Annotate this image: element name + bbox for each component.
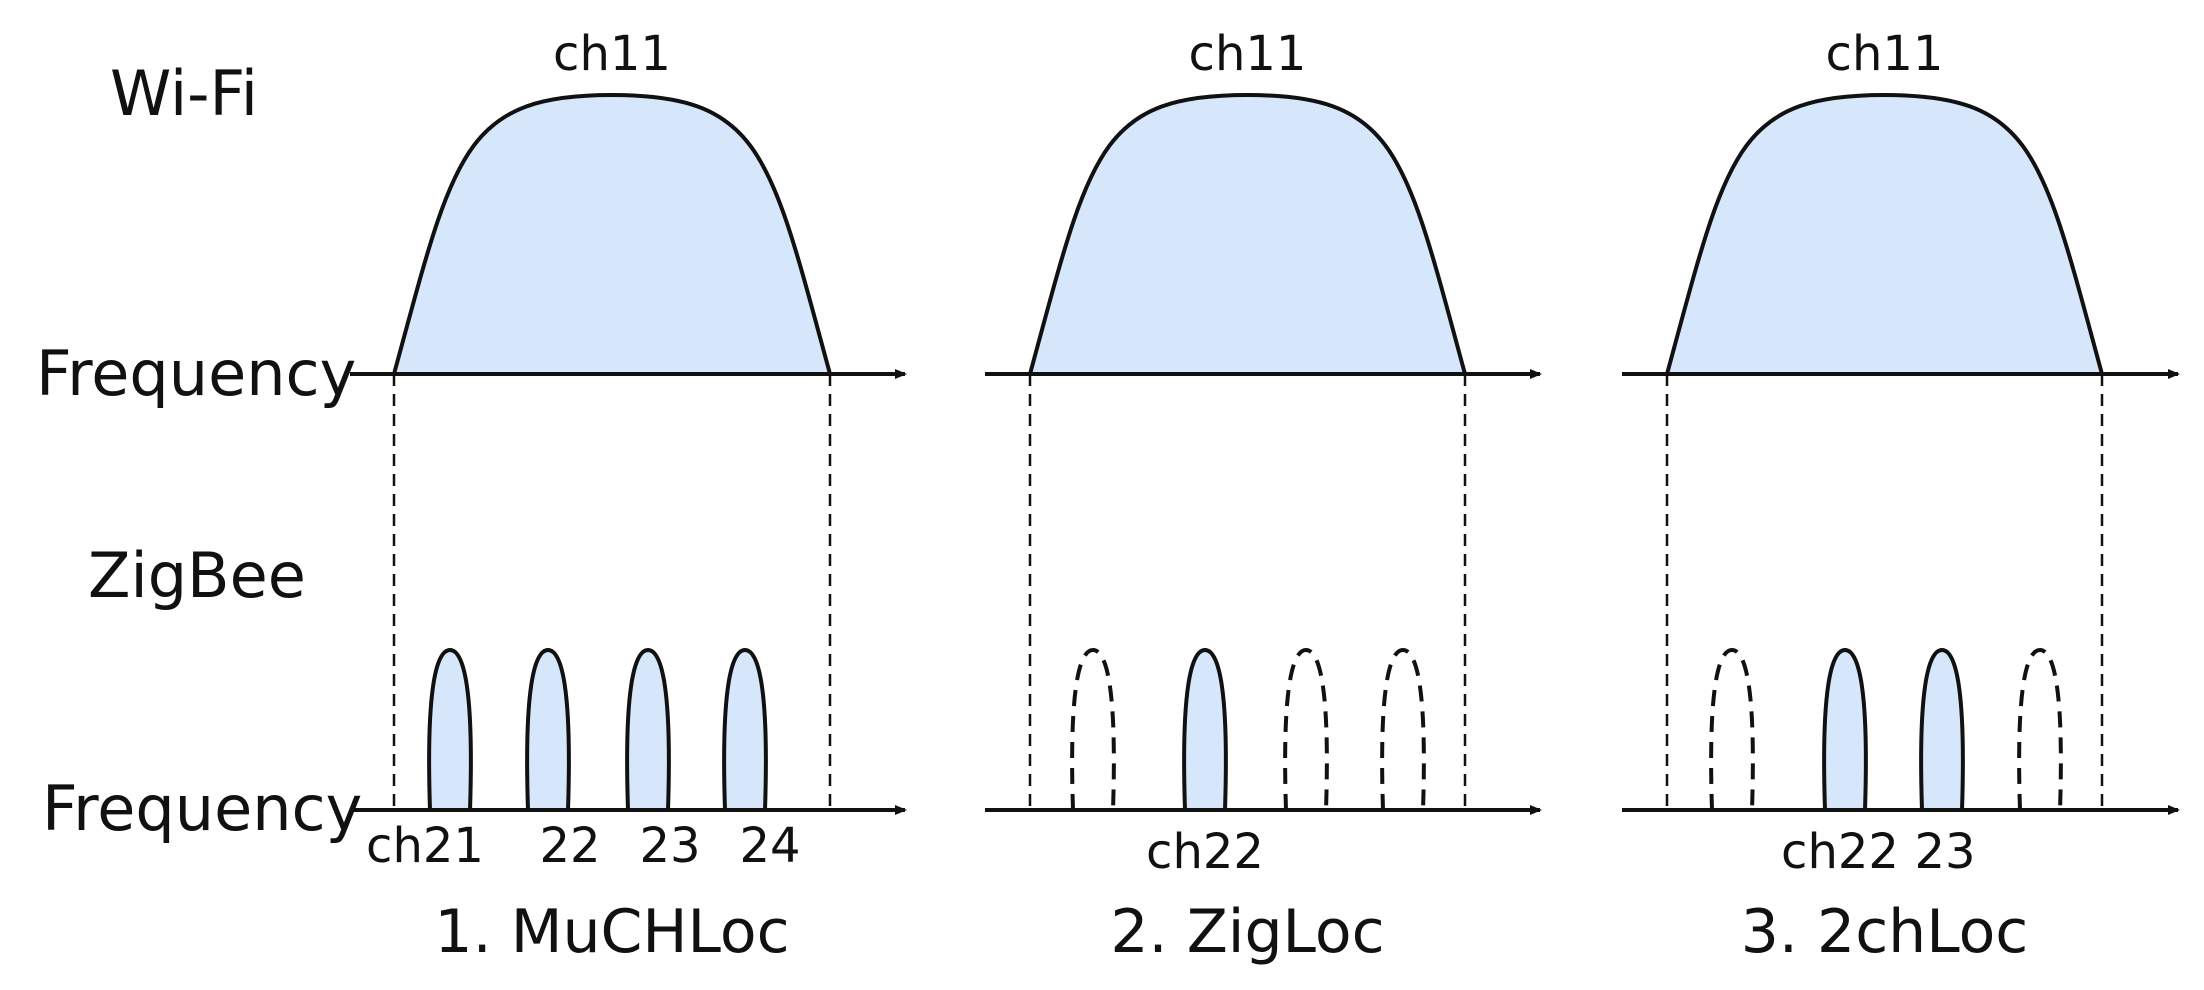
zigbee-channel-inactive: [1283, 647, 1329, 811]
wifi-channel-label: ch11: [1826, 26, 1944, 82]
wifi-channel-spectrum: [1664, 92, 2105, 376]
zigbee-channel-inactive: [1070, 647, 1116, 811]
panel-caption: 1. MuCHLoc: [434, 897, 789, 967]
panel-caption: 3. 2chLoc: [1741, 897, 2029, 967]
wifi-channel-label: ch11: [553, 26, 671, 82]
wifi-channel-spectrum: [1027, 92, 1468, 376]
zigbee-channel-inactive: [2017, 647, 2063, 811]
wifi-row-label: Wi-Fi: [110, 57, 258, 130]
zigbee-channel-inactive: [1380, 647, 1426, 811]
zigbee-channel-label: 23: [639, 818, 700, 874]
zigbee-channel-active: [722, 647, 768, 812]
zigbee-channel-active: [625, 647, 671, 812]
zigbee-channel-label: 24: [739, 818, 800, 874]
wifi-channel-label: ch11: [1189, 26, 1307, 82]
zigbee-channel-active: [525, 647, 571, 812]
wifi-channel-spectrum: [391, 92, 833, 376]
zigbee-channel-label: ch21: [366, 818, 484, 874]
zigbee-channel-active: [427, 647, 473, 812]
panel-2: ch11 ch22 2. ZigLoc: [985, 26, 1542, 967]
zigbee-channel-label: 23: [1914, 824, 1975, 880]
zigbee-channel-active: [1182, 647, 1228, 812]
zigbee-channel-label: ch22: [1146, 824, 1264, 880]
wifi-frequency-label: Frequency: [36, 337, 356, 410]
zigbee-channel-inactive: [1709, 647, 1755, 811]
zigbee-channel-label: 22: [539, 818, 600, 874]
zigbee-channel-active: [1919, 647, 1965, 812]
zigbee-channel-active: [1822, 647, 1868, 812]
zigbee-channel-label: ch22: [1781, 824, 1899, 880]
zigbee-frequency-label: Frequency: [42, 772, 362, 845]
panels-group: ch11 ch21 22 23 24 1. MuCHLoc ch11 ch22 2. ZigLo…: [350, 26, 2180, 967]
panel-1: ch11 ch21 22 23 24 1. MuCHLoc: [350, 26, 907, 967]
panel-caption: 2. ZigLoc: [1110, 897, 1384, 967]
zigbee-row-label: ZigBee: [88, 539, 306, 612]
panel-3: ch11 ch22 23 3. 2chLoc: [1622, 26, 2180, 967]
